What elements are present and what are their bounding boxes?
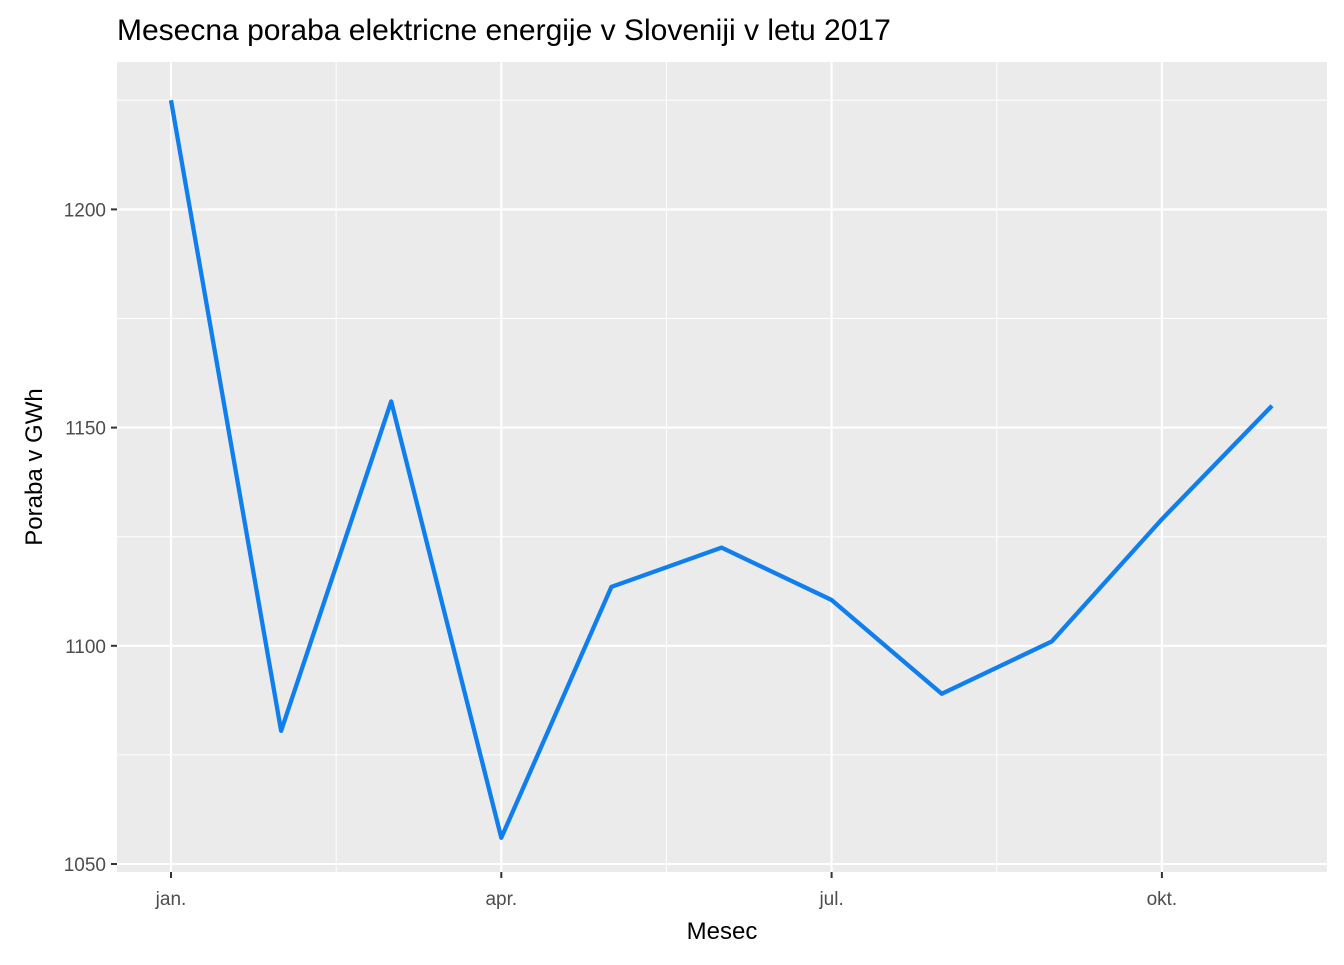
y-tick-label: 1050 xyxy=(64,855,106,876)
x-tick-label: jan. xyxy=(155,889,187,910)
x-tick-label: jul. xyxy=(818,889,843,910)
plot-panel xyxy=(117,62,1327,872)
x-axis: jan. apr. jul. okt. xyxy=(155,872,1178,910)
minor-gridlines-x xyxy=(335,62,998,872)
y-axis: 1050 1100 1150 1200 xyxy=(64,200,117,876)
series-line xyxy=(168,99,1274,840)
x-tick-label: okt. xyxy=(1147,889,1178,910)
series-layer xyxy=(168,99,1274,840)
major-gridlines-x xyxy=(169,62,1163,872)
x-tick-label: apr. xyxy=(485,889,517,910)
y-tick-label: 1100 xyxy=(65,637,106,658)
chart-title: Mesecna poraba elektricne energije v Slo… xyxy=(117,14,891,47)
major-gridlines-y xyxy=(117,208,1327,866)
y-tick-label: 1200 xyxy=(64,200,106,221)
y-axis-label: Poraba v GWh xyxy=(21,388,48,545)
x-axis-label: Mesec xyxy=(687,918,758,945)
minor-gridlines-y xyxy=(117,99,1327,756)
y-tick-label: 1150 xyxy=(65,419,106,440)
